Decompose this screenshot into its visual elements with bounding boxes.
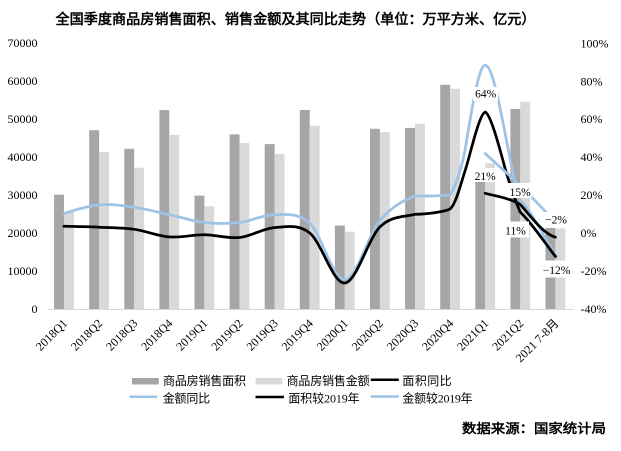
svg-text:-20%: -20% — [581, 264, 607, 278]
svg-text:40000: 40000 — [8, 150, 38, 164]
svg-text:-40%: -40% — [581, 302, 607, 316]
svg-text:50000: 50000 — [8, 112, 38, 126]
svg-text:64%: 64% — [475, 89, 497, 101]
svg-text:面积较2019年: 面积较2019年 — [288, 391, 359, 406]
svg-text:数据来源：国家统计局: 数据来源：国家统计局 — [462, 421, 606, 436]
svg-text:100%: 100% — [581, 36, 609, 50]
svg-text:20000: 20000 — [8, 226, 38, 240]
svg-text:11%: 11% — [505, 226, 526, 238]
svg-text:30000: 30000 — [8, 188, 38, 202]
svg-text:60000: 60000 — [8, 74, 38, 88]
svg-text:60%: 60% — [581, 112, 603, 126]
svg-text:−12%: −12% — [543, 265, 571, 277]
svg-text:15%: 15% — [510, 187, 532, 199]
svg-text:全国季度商品房销售面积、销售金额及其同比走势（单位：万平方米: 全国季度商品房销售面积、销售金额及其同比走势（单位：万平方米、亿元） — [54, 11, 535, 28]
svg-text:21%: 21% — [475, 171, 497, 183]
svg-text:−2%: −2% — [545, 215, 567, 227]
svg-text:70000: 70000 — [8, 36, 38, 50]
svg-text:面积同比: 面积同比 — [402, 374, 451, 388]
svg-text:金额较2019年: 金额较2019年 — [402, 391, 472, 406]
svg-text:10000: 10000 — [8, 264, 38, 278]
svg-text:0: 0 — [32, 302, 38, 316]
svg-text:商品房销售面积: 商品房销售面积 — [163, 373, 246, 388]
svg-text:商品房销售金额: 商品房销售金额 — [287, 373, 370, 388]
svg-text:0%: 0% — [581, 226, 597, 240]
svg-text:20%: 20% — [581, 188, 603, 202]
svg-text:80%: 80% — [581, 74, 603, 88]
svg-text:40%: 40% — [581, 150, 603, 164]
svg-text:金额同比: 金额同比 — [163, 391, 210, 406]
